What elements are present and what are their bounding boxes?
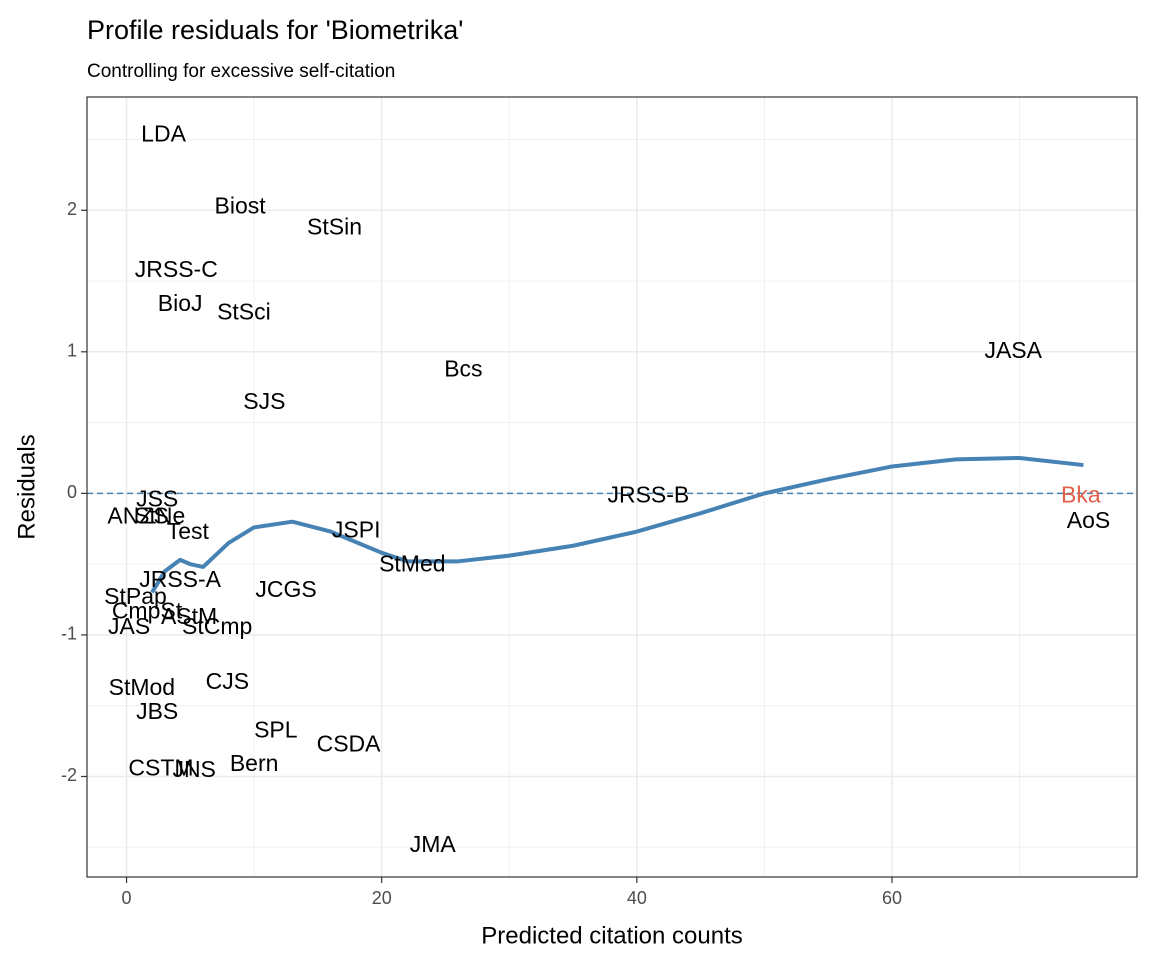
chart-subtitle: Controlling for excessive self-citation [87,61,395,82]
point-label: StNe [134,503,185,529]
point-label: CJS [206,668,249,694]
point-label: Biost [215,192,267,218]
x-tick-label: 40 [627,888,647,908]
point-label: JBS [136,698,178,724]
x-axis-label: Predicted citation counts [481,922,742,949]
point-label: StMod [109,674,175,700]
point-label: ANZS [107,503,168,529]
point-label: CSTM [128,754,193,780]
x-tick-label: 0 [122,888,132,908]
point-label: AStM [161,603,217,629]
point-label: StCmp [182,613,252,639]
point-label: JASA [984,337,1042,363]
point-label: StSin [307,214,362,240]
point-label: JCGS [255,576,316,602]
point-label: SJS [243,388,285,414]
point-label: CSDA [317,730,382,756]
point-label: Test [167,518,210,544]
point-label: JSS [136,486,178,512]
y-tick-label: -2 [61,765,77,785]
y-tick-label: 1 [67,341,77,361]
point-label: StMed [379,551,445,577]
point-label: Bern [230,750,279,776]
x-tick-label: 20 [372,888,392,908]
point-label: JRSS-A [139,566,221,592]
point-label: Bka [1061,481,1101,507]
y-tick-label: -1 [61,624,77,644]
plot-border [86,96,1138,878]
point-label: StSci [217,299,271,325]
x-tick-label: 60 [882,888,902,908]
point-label: SPL [254,716,298,742]
point-label: LDA [141,120,186,146]
chart-title: Profile residuals for 'Biometrika' [87,15,463,45]
point-label: JRSS-C [135,256,218,282]
point-label: AoS [1067,507,1110,533]
y-axis-label: Residuals [13,434,40,539]
y-tick-label: 2 [67,199,77,219]
smooth-line [150,455,1084,594]
point-label: JRSS-B [607,481,689,507]
y-tick-label: 0 [67,482,77,502]
point-label: StPap [104,583,167,609]
point-label: BioJ [158,290,203,316]
point-label: Bcs [444,355,482,381]
point-label: JSPI [332,517,381,543]
point-label: CmpSt [112,597,183,623]
point-label: JMA [410,831,457,857]
point-label: JAS [108,613,150,639]
point-label: JNS [172,756,215,782]
